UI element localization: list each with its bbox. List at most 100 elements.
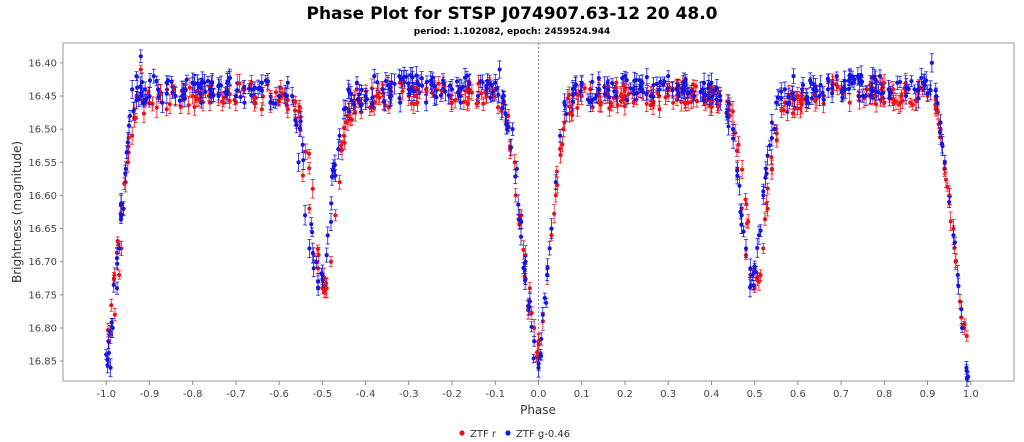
series-layer (104, 49, 971, 387)
data-point (724, 110, 729, 115)
data-point (740, 167, 745, 172)
data-point (714, 97, 719, 102)
data-point (726, 124, 731, 129)
data-point (315, 247, 320, 252)
data-point (706, 96, 712, 101)
x-tick-label: -0.7 (226, 389, 246, 400)
series-ztf-g (104, 49, 971, 387)
data-point (143, 87, 148, 92)
data-point (409, 101, 414, 106)
data-point (756, 279, 762, 284)
data-point (752, 266, 757, 271)
data-point (634, 77, 639, 83)
data-point (651, 82, 656, 88)
data-point (110, 325, 115, 331)
data-point (461, 99, 467, 105)
data-point (182, 96, 187, 101)
data-point (904, 85, 909, 90)
data-point (460, 84, 466, 90)
data-point (890, 87, 896, 92)
x-tick-label: -0.8 (183, 389, 203, 400)
data-point (964, 333, 969, 339)
data-point (948, 219, 953, 224)
data-point (475, 100, 481, 105)
data-point (558, 133, 563, 138)
data-point (263, 78, 268, 83)
y-tick-label: 16.80 (28, 323, 57, 334)
data-point (592, 96, 598, 101)
data-point (765, 206, 770, 211)
data-point (428, 78, 433, 83)
data-point (739, 213, 744, 218)
data-point (710, 94, 715, 99)
data-point (820, 90, 825, 95)
y-tick-label: 16.40 (28, 58, 57, 69)
data-point (877, 74, 883, 79)
data-point (851, 80, 857, 85)
data-point (456, 90, 461, 95)
data-point (339, 147, 345, 153)
data-point (717, 93, 723, 99)
data-point (432, 93, 437, 99)
data-point (376, 91, 381, 96)
data-point (790, 111, 795, 116)
data-point (750, 272, 755, 278)
data-point (622, 104, 627, 109)
data-point (370, 95, 375, 100)
data-point (107, 329, 113, 334)
data-point (497, 67, 502, 72)
data-point (218, 83, 224, 88)
data-point (170, 90, 175, 95)
data-point (354, 80, 360, 85)
data-point (501, 93, 507, 99)
data-point (602, 92, 607, 97)
data-point (139, 91, 144, 96)
data-point (939, 141, 945, 146)
data-point (674, 87, 679, 92)
data-point (709, 80, 714, 85)
data-point (406, 87, 411, 92)
data-point (465, 100, 471, 105)
data-point (293, 117, 298, 123)
data-point (424, 87, 429, 92)
data-point (956, 284, 961, 289)
data-point (199, 100, 204, 105)
data-point (800, 87, 805, 92)
data-point (285, 107, 290, 112)
data-point (909, 79, 914, 84)
data-point (886, 87, 891, 92)
data-point (826, 87, 831, 92)
data-point (573, 83, 578, 89)
data-point (585, 97, 591, 102)
data-point (765, 186, 770, 191)
data-point (273, 101, 278, 106)
data-point (560, 142, 565, 147)
data-point (769, 136, 774, 141)
data-point (173, 93, 178, 99)
data-point (631, 100, 636, 105)
x-tick-label: -0.5 (313, 389, 333, 400)
data-point (919, 75, 924, 81)
y-tick-label: 16.85 (28, 357, 57, 368)
data-point (449, 100, 455, 105)
data-point (108, 365, 113, 370)
data-point (216, 93, 221, 99)
data-point (341, 133, 347, 138)
data-point (333, 213, 338, 218)
y-axis-ticks: 16.40 16.45 16.50 16.55 16.60 16.65 16.70 16.75… (28, 58, 63, 368)
data-point (397, 74, 402, 79)
data-point (553, 180, 558, 185)
data-point (860, 93, 865, 99)
x-tick-label: -0.1 (486, 389, 506, 400)
data-point (164, 91, 169, 96)
data-point (300, 142, 305, 147)
data-point (484, 87, 489, 92)
data-point (579, 80, 584, 85)
x-axis-label: Phase (520, 403, 556, 417)
data-point (761, 193, 766, 198)
data-point (273, 90, 279, 95)
x-tick-label: 0.5 (747, 389, 763, 400)
data-point (227, 98, 232, 103)
data-point (869, 87, 874, 92)
data-point (164, 107, 169, 112)
